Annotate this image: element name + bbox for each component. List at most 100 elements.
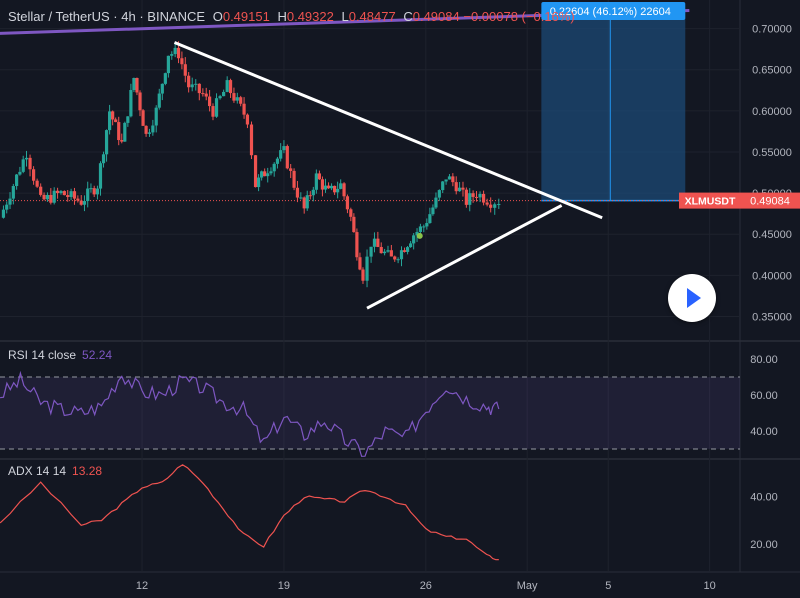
candle (5, 204, 9, 210)
high-value: 0.49322 (286, 9, 334, 24)
rsi-plot (0, 370, 740, 457)
candle (269, 171, 273, 174)
candle (190, 84, 194, 88)
candle (235, 97, 239, 101)
candle (461, 187, 465, 190)
candle (86, 188, 90, 202)
adx-plot (0, 464, 499, 561)
candle (418, 226, 423, 232)
position-label-bg (541, 2, 686, 20)
candle (468, 193, 472, 205)
symbol-name[interactable]: Stellar / TetherUS (8, 9, 110, 24)
play-button[interactable] (668, 274, 716, 322)
candle (35, 180, 39, 187)
candle (183, 64, 187, 76)
rsi-tick-label: 40.00 (750, 426, 778, 438)
candle (108, 111, 112, 131)
candle (405, 247, 410, 252)
price-tick-label: 0.60000 (752, 106, 792, 118)
candle (444, 179, 448, 182)
candle (232, 93, 236, 101)
candle (260, 171, 264, 178)
candle (208, 96, 212, 107)
candle (245, 114, 250, 125)
candle (132, 77, 136, 91)
candle (173, 47, 177, 55)
rsi-legend: RSI 14 close 52.24 (8, 348, 112, 362)
interval[interactable]: 4h (121, 9, 136, 24)
candle (253, 155, 258, 188)
candle (101, 154, 106, 164)
candle (369, 246, 373, 257)
candle (31, 169, 36, 181)
candle (478, 193, 482, 198)
candle (425, 223, 429, 227)
price-tick-label: 0.40000 (752, 270, 792, 282)
candle (170, 54, 174, 56)
candle (144, 125, 148, 134)
candle (180, 58, 184, 65)
candle (197, 83, 201, 94)
price-tag-value: 0.49084 (750, 196, 790, 208)
candle (89, 188, 93, 190)
candle (464, 189, 468, 205)
candle (399, 250, 404, 260)
rsi-tick-label: 80.00 (750, 354, 778, 366)
candle (242, 103, 246, 115)
candle (42, 194, 46, 200)
candle (45, 194, 50, 200)
high-label: H (277, 9, 287, 24)
adx-label: ADX 14 14 (8, 464, 67, 478)
candle (339, 183, 343, 189)
candle (222, 91, 226, 97)
candle (376, 238, 380, 247)
candle (138, 92, 142, 111)
candle (147, 132, 152, 134)
candle (151, 125, 155, 133)
time-tick-label: May (517, 580, 538, 592)
open-label: O (212, 9, 223, 24)
close-label: C (403, 9, 413, 24)
candle (160, 83, 164, 94)
candle (214, 98, 219, 117)
candle (458, 187, 462, 192)
candle (412, 235, 416, 244)
candle (82, 201, 87, 205)
candle (1, 209, 6, 218)
candle (314, 173, 318, 190)
candle (289, 168, 293, 171)
candle (329, 185, 334, 189)
time-tick-label: 5 (605, 580, 611, 592)
candle (308, 195, 312, 197)
candle (481, 193, 486, 203)
candle (49, 194, 53, 203)
candle (320, 179, 325, 190)
symbol-tag-bg (679, 192, 741, 209)
candle (123, 122, 127, 142)
candle (24, 157, 29, 160)
price-tick-label: 0.70000 (752, 24, 792, 36)
candle (336, 188, 340, 193)
close-value: 0.49084 (412, 9, 460, 24)
candle (349, 209, 353, 217)
candle (415, 231, 419, 236)
profit-zone (541, 12, 686, 201)
candle (18, 171, 22, 175)
candle (305, 195, 309, 209)
rising-trendline (366, 204, 563, 310)
candle (225, 80, 229, 92)
position-label: 0.22604 (46.12%) 22604 (550, 6, 671, 18)
candle (295, 187, 300, 198)
candle (389, 250, 393, 257)
candle (72, 191, 77, 199)
candle (272, 163, 276, 172)
candle (437, 190, 441, 198)
candle (157, 93, 161, 108)
candle (345, 196, 350, 210)
candle (326, 185, 331, 189)
candle (39, 186, 43, 195)
candle (447, 176, 452, 180)
candle (79, 200, 83, 205)
candle (451, 176, 455, 183)
